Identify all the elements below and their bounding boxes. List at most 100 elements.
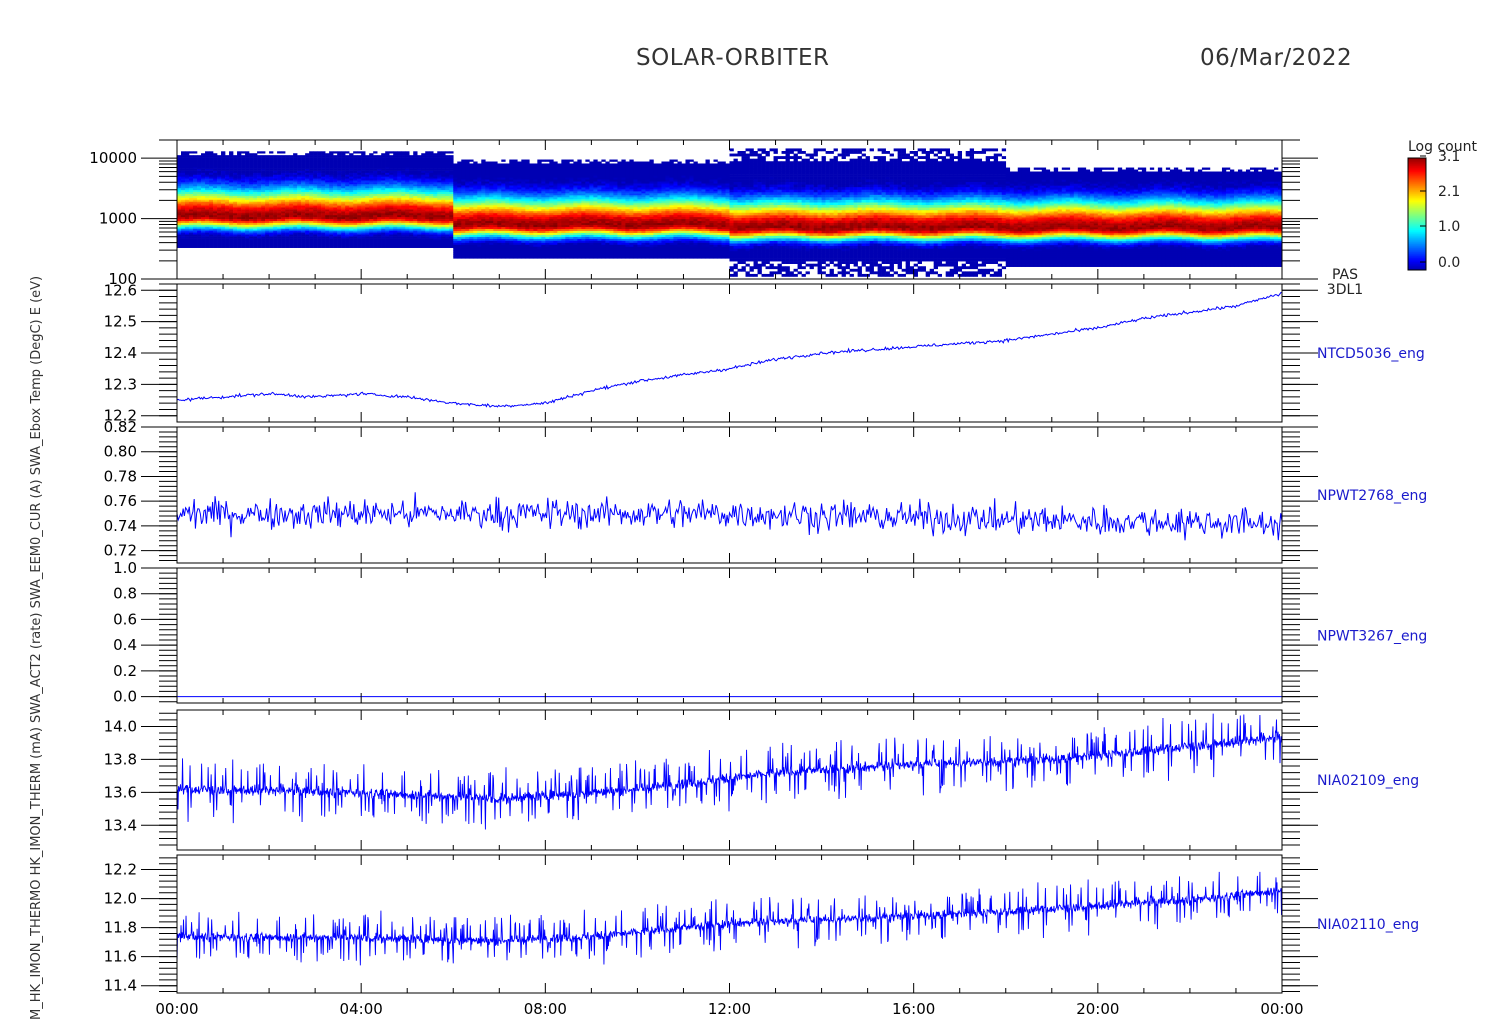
spectrogram-cell <box>249 226 254 229</box>
spectrogram-cell <box>213 180 218 183</box>
spectrogram-cell <box>465 228 470 231</box>
spectrogram-cell <box>381 176 386 179</box>
spectrogram-cell <box>313 228 318 231</box>
spectrogram-cell <box>285 193 290 196</box>
spectrogram-cell <box>369 182 374 185</box>
spectrogram-cell <box>437 203 442 206</box>
spectrogram-cell <box>181 222 186 225</box>
spectrogram-cell <box>553 173 558 176</box>
spectrogram-cell <box>337 180 342 183</box>
spectrogram-cell <box>181 180 186 183</box>
spectrogram-cell <box>261 166 266 169</box>
spectrogram-cell <box>521 171 526 174</box>
spectrogram-cell <box>273 226 278 229</box>
spectrogram-cell <box>305 157 310 160</box>
spectrogram-cell <box>265 222 270 225</box>
spectrogram-cell <box>397 236 402 239</box>
spectrogram-cell <box>549 252 554 255</box>
spectrogram-cell <box>233 182 238 185</box>
spectrogram-cell <box>185 187 190 191</box>
spectrogram-cell <box>505 193 510 196</box>
spectrogram-cell <box>509 177 514 180</box>
spectrogram-cell <box>469 252 474 255</box>
spectrogram-cell <box>193 174 198 177</box>
spectrogram-cell <box>413 178 418 181</box>
spectrogram-cell <box>477 191 482 194</box>
spectrogram-cell <box>205 157 210 160</box>
spectrogram-cell <box>241 228 246 231</box>
spectrogram-cell <box>225 199 230 202</box>
spectrogram-cell <box>413 243 418 247</box>
spectrogram-cell <box>493 208 498 212</box>
spectrogram-cell <box>257 151 262 154</box>
spectrogram-cell <box>321 245 326 248</box>
spectrogram-cell <box>409 224 414 227</box>
spectrogram-cell <box>189 226 194 229</box>
spectrogram-cell <box>333 151 338 154</box>
spectrogram-cell <box>177 168 182 171</box>
spectrogram-cell <box>513 163 518 166</box>
spectrogram-cell <box>357 199 362 202</box>
spectrogram-cell <box>505 210 510 214</box>
spectrogram-cell <box>213 241 218 245</box>
spectrogram-cell <box>473 183 478 186</box>
spectrogram-cell <box>313 157 318 160</box>
spectrogram-cell <box>281 157 286 160</box>
spectrogram-cell <box>533 242 538 245</box>
spectrogram-cell <box>365 172 370 175</box>
spectrogram-cell <box>361 189 366 193</box>
spectrogram-cell <box>325 239 330 243</box>
spectrogram-cell <box>321 224 326 227</box>
spectrogram-cell <box>237 205 242 208</box>
spectrogram-cell <box>321 211 326 214</box>
spectrogram-cell <box>273 201 278 204</box>
spectrogram-cell <box>529 171 534 174</box>
spectrogram-cell <box>421 176 426 179</box>
spectrogram-cell <box>489 240 494 243</box>
spectrogram-cell <box>329 218 334 221</box>
spectrogram-cell <box>213 159 218 162</box>
spectrogram-cell <box>473 171 478 174</box>
spectrogram-cell <box>305 209 310 212</box>
spectrogram-cell <box>293 239 298 243</box>
spectrogram-cell <box>265 243 270 247</box>
spectrogram-cell <box>397 193 402 196</box>
spectrogram-cell <box>493 250 498 253</box>
spectrogram-cell <box>385 191 390 195</box>
spectrogram-cell <box>581 238 586 241</box>
spectrogram-cell <box>421 187 426 191</box>
spectrogram-cell <box>509 212 514 216</box>
spectrogram-cell <box>409 180 414 183</box>
spectrogram-cell <box>205 205 210 208</box>
spectrogram-cell <box>469 187 474 190</box>
spectrogram-cell <box>225 239 230 243</box>
spectrogram-cell <box>465 222 470 226</box>
spectrogram-cell <box>313 153 318 156</box>
spectrogram-cell <box>281 238 286 241</box>
spectrogram-cell <box>345 180 350 183</box>
spectrogram-cell <box>369 191 374 195</box>
spectrogram-cell <box>489 199 494 202</box>
spectrogram-cell <box>481 167 486 170</box>
spectrogram-cell <box>385 243 390 247</box>
spectrogram-cell <box>553 234 558 237</box>
spectrogram-cell <box>401 191 406 195</box>
spectrogram-cell <box>377 234 382 237</box>
spectrogram-cell <box>441 178 446 181</box>
spectrogram-cell <box>221 151 226 154</box>
spectrogram-cell <box>517 204 522 208</box>
spectrogram-cell <box>401 187 406 191</box>
spectrogram-cell <box>313 201 318 204</box>
spectrogram-cell <box>213 153 218 156</box>
spectrogram-cell <box>485 173 490 176</box>
spectrogram-cell <box>457 240 462 243</box>
spectrogram-cell <box>377 211 382 214</box>
spectrogram-cell <box>445 211 450 214</box>
spectrogram-cell <box>557 248 562 251</box>
spectrogram-cell <box>393 184 398 187</box>
spectrogram-cell <box>345 195 350 198</box>
spectrogram-cell <box>513 204 518 208</box>
spectrogram-cell <box>309 184 314 187</box>
spectrogram-cell <box>329 230 334 233</box>
spectrogram-cell <box>209 245 214 248</box>
